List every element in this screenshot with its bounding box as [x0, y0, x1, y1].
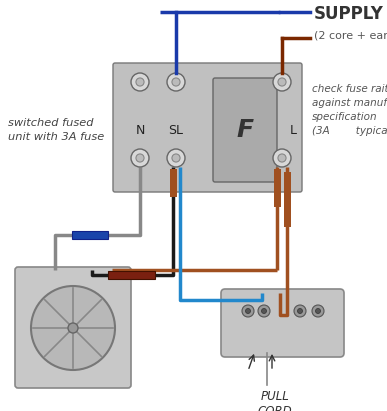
Circle shape — [172, 78, 180, 86]
Circle shape — [273, 73, 291, 91]
Text: F: F — [236, 118, 253, 142]
Text: L: L — [289, 123, 296, 136]
Circle shape — [242, 305, 254, 317]
Text: N: N — [135, 123, 145, 136]
Circle shape — [278, 78, 286, 86]
FancyBboxPatch shape — [15, 267, 131, 388]
Bar — [170, 169, 177, 197]
Circle shape — [262, 309, 267, 314]
Circle shape — [273, 149, 291, 167]
Circle shape — [131, 149, 149, 167]
Circle shape — [131, 73, 149, 91]
Bar — [274, 169, 281, 207]
Circle shape — [167, 149, 185, 167]
Circle shape — [68, 323, 78, 333]
Bar — [108, 271, 155, 279]
Circle shape — [245, 309, 250, 314]
Text: SUPPLY: SUPPLY — [314, 5, 384, 23]
Text: SL: SL — [168, 123, 183, 136]
Circle shape — [298, 309, 303, 314]
Circle shape — [258, 305, 270, 317]
Circle shape — [31, 286, 115, 370]
Bar — [284, 172, 291, 227]
Circle shape — [294, 305, 306, 317]
Circle shape — [278, 154, 286, 162]
Text: check fuse raiting
against manufacturers
specification
(3A        typically): check fuse raiting against manufacturers… — [312, 84, 387, 136]
Circle shape — [136, 78, 144, 86]
Text: (2 core + earth): (2 core + earth) — [314, 31, 387, 41]
Circle shape — [167, 73, 185, 91]
Circle shape — [136, 154, 144, 162]
Circle shape — [312, 305, 324, 317]
FancyBboxPatch shape — [213, 78, 277, 182]
FancyBboxPatch shape — [113, 63, 302, 192]
Circle shape — [172, 154, 180, 162]
Bar — [72, 231, 108, 239]
Circle shape — [315, 309, 320, 314]
FancyBboxPatch shape — [221, 289, 344, 357]
Text: switched fused
unit with 3A fuse: switched fused unit with 3A fuse — [8, 118, 104, 142]
Text: PULL
CORD: PULL CORD — [258, 390, 292, 411]
